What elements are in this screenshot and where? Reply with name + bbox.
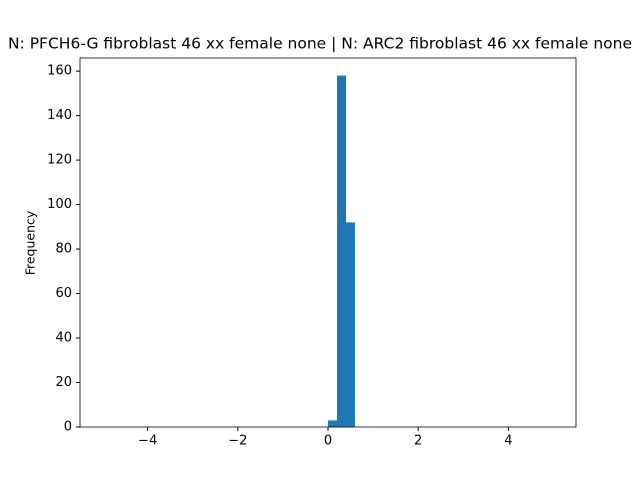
x-tick-label: 0: [324, 434, 332, 449]
plot-frame: [79, 57, 577, 428]
x-tick-label: −4: [138, 434, 157, 449]
y-tick-label: 40: [55, 331, 72, 346]
y-tick-label: 0: [64, 420, 72, 435]
y-tick-label: 140: [47, 108, 72, 123]
x-tick-label: −2: [228, 434, 247, 449]
y-tick-label: 160: [47, 64, 72, 79]
chart-title: N: PFCH6-G fibroblast 46 xx female none …: [8, 35, 632, 53]
y-tick-label: 60: [55, 286, 72, 301]
y-tick-label: 80: [55, 242, 72, 257]
x-tick-label: 2: [414, 434, 422, 449]
y-tick-label: 20: [55, 375, 72, 390]
x-tick-label: 4: [504, 434, 512, 449]
y-axis-label: Frequency: [23, 210, 38, 275]
bar: [328, 420, 338, 427]
y-tick-label: 100: [47, 197, 72, 212]
bar: [346, 222, 356, 427]
y-tick-label: 120: [47, 153, 72, 168]
bar: [337, 75, 347, 428]
